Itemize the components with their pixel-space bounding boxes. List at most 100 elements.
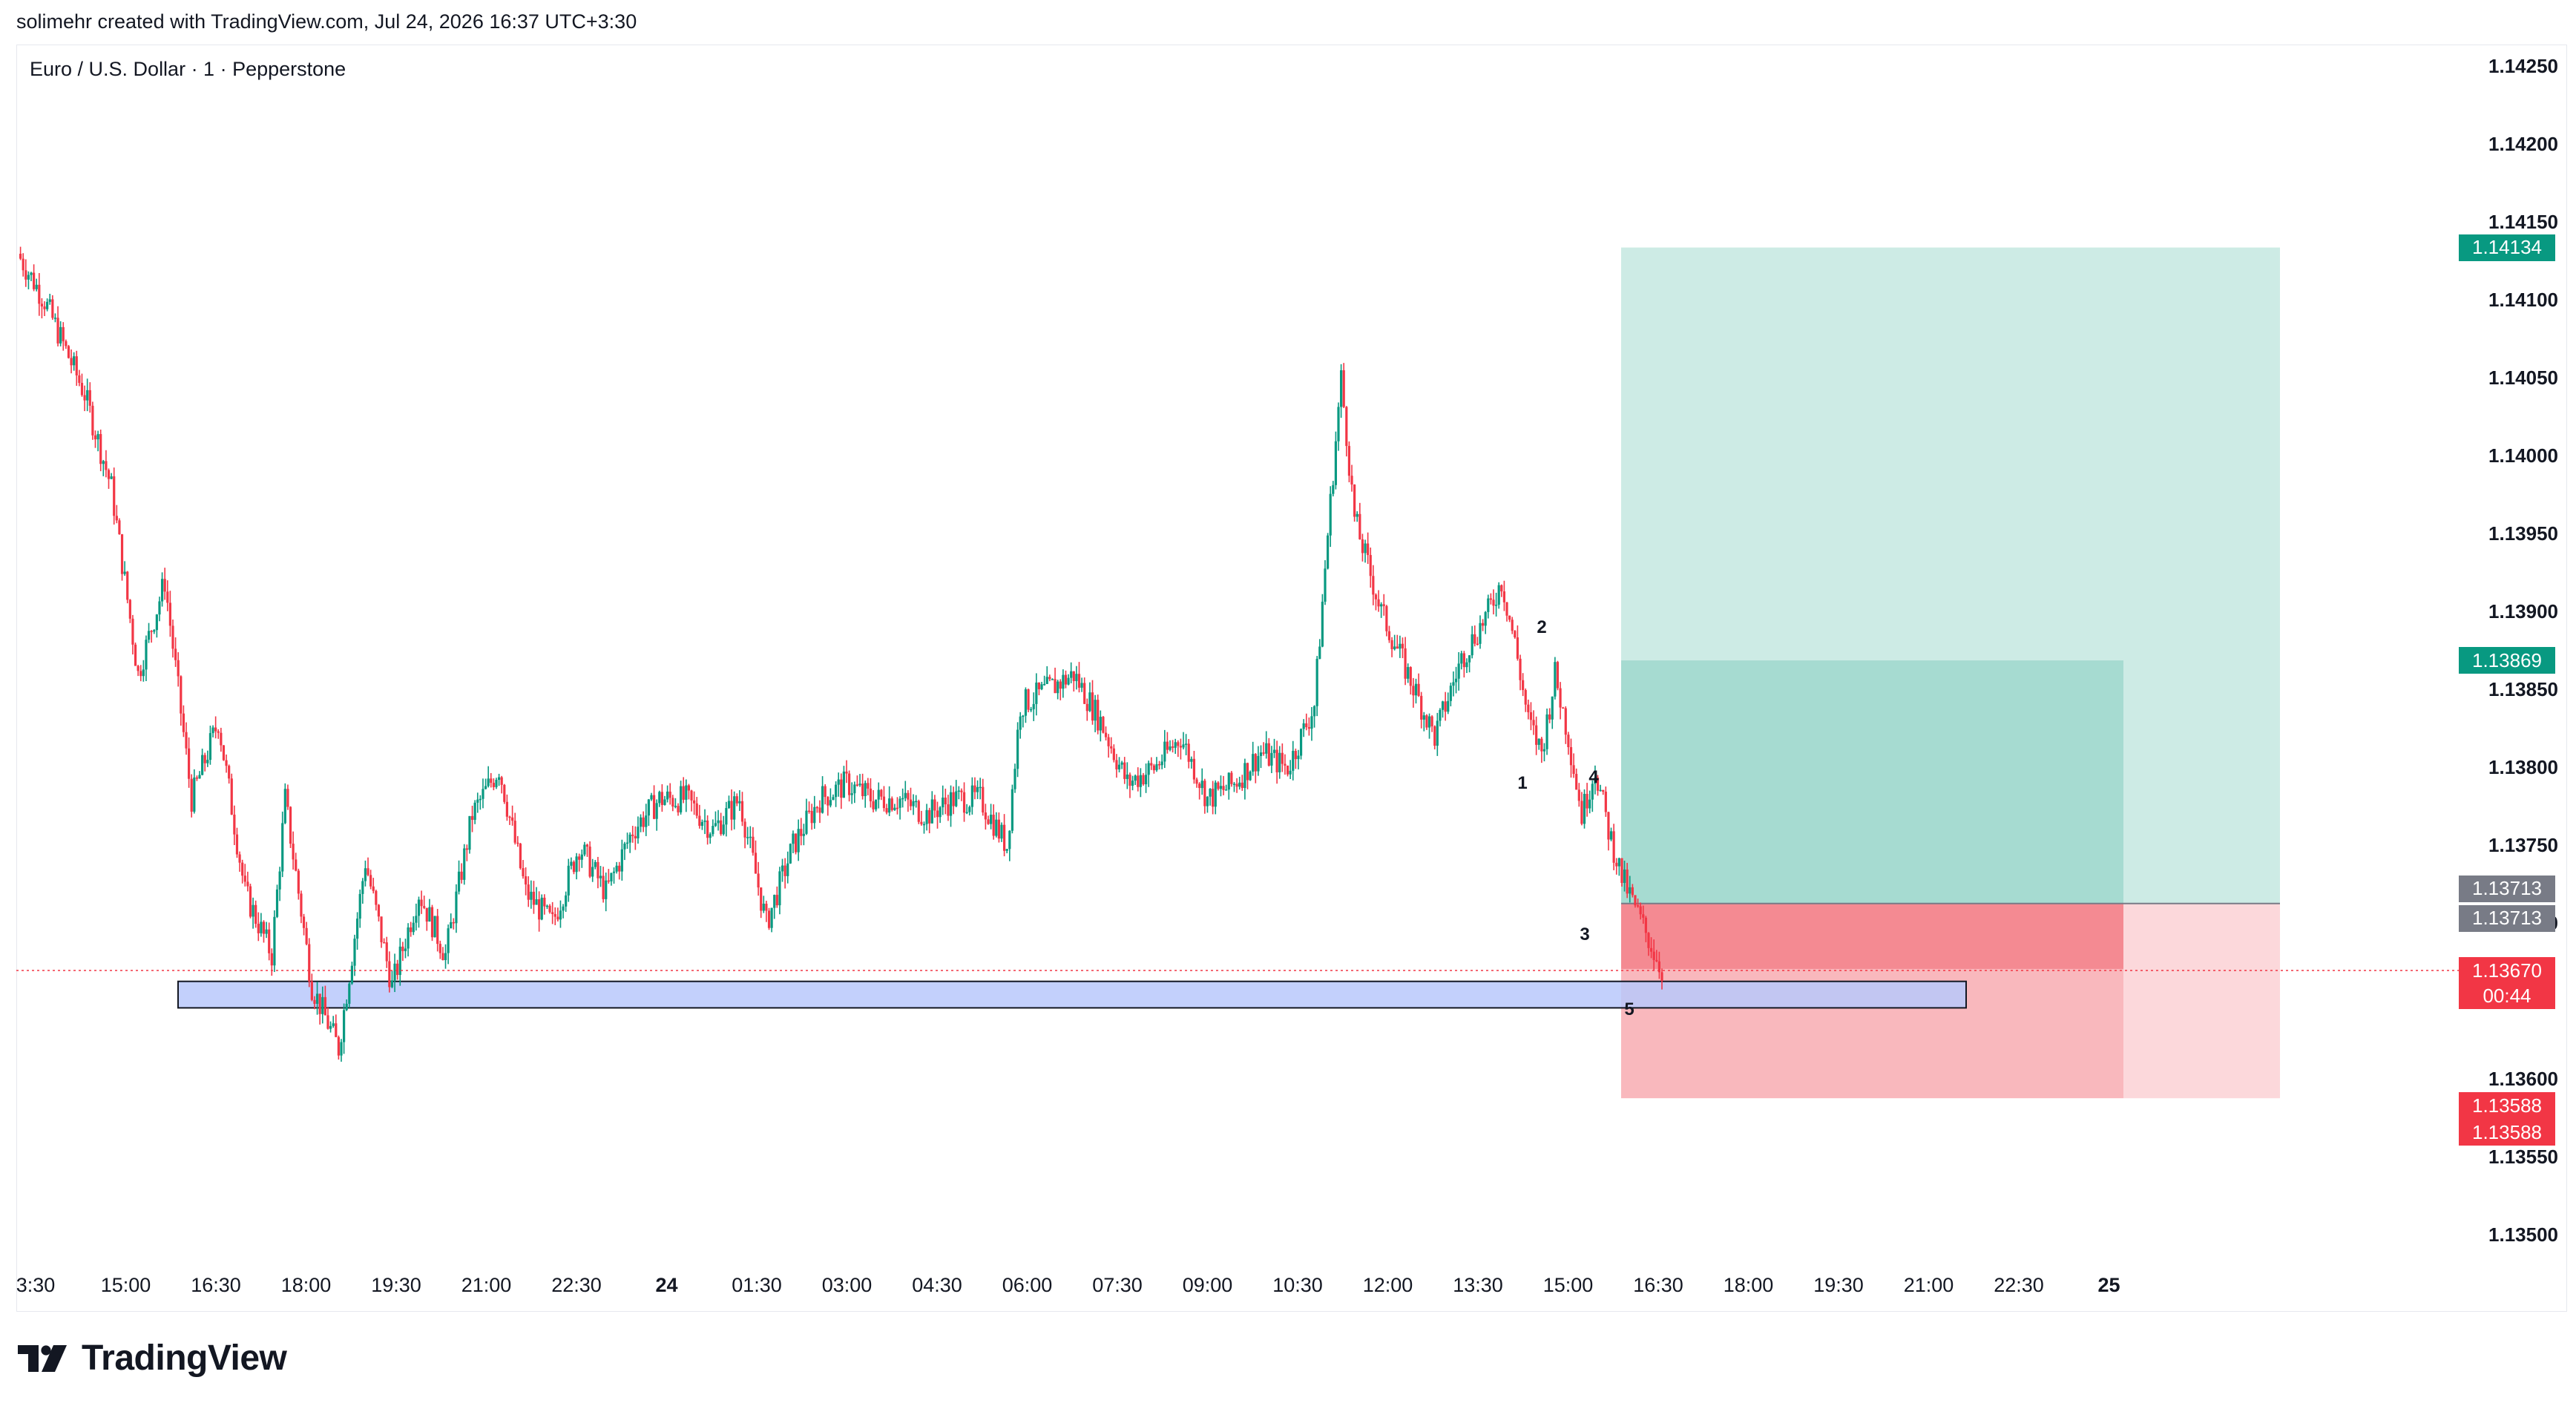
candle-body — [131, 618, 134, 645]
candle-body — [850, 793, 853, 795]
candle-body — [1647, 933, 1650, 948]
candle-body — [642, 817, 645, 827]
candle-body — [1575, 774, 1578, 790]
candle-body — [1583, 793, 1586, 824]
candle-body — [1195, 779, 1198, 784]
wave-label-4[interactable]: 4 — [1588, 766, 1599, 787]
tradingview-logo[interactable]: TradingView — [18, 1338, 287, 1379]
candle-body — [834, 784, 838, 798]
candle-body — [1088, 692, 1091, 712]
candle-body — [1000, 824, 1003, 839]
symbol-title[interactable]: Euro / U.S. Dollar · 1 · Pepperstone — [30, 58, 346, 80]
candle-body — [1436, 720, 1439, 746]
candle-body — [1166, 741, 1169, 750]
candle-body — [685, 785, 688, 800]
candle-body — [235, 834, 239, 855]
candle-body — [1075, 674, 1078, 681]
chart-frame[interactable] — [16, 45, 2567, 1312]
candle-body — [922, 824, 926, 826]
candle-body — [1537, 738, 1540, 745]
tradingview-brand: TradingView — [82, 1338, 287, 1378]
candle-body — [1126, 774, 1128, 779]
candle-body — [180, 676, 183, 714]
candle-body — [1235, 784, 1238, 787]
candle-body — [717, 820, 720, 824]
candle-body — [930, 799, 933, 824]
candle-body — [1377, 599, 1380, 607]
candle-body — [1091, 692, 1094, 721]
candle-body — [658, 792, 661, 804]
candle-body — [1067, 677, 1070, 685]
candle-body — [203, 755, 206, 763]
candle-body — [1572, 765, 1575, 775]
candle-body — [217, 731, 220, 733]
candle-body — [882, 796, 886, 809]
candle-body — [1399, 643, 1402, 649]
candle-body — [610, 873, 613, 881]
candle-body — [243, 876, 246, 882]
candle-body — [113, 476, 116, 516]
candle-body — [1265, 743, 1268, 754]
candle-body — [1631, 887, 1634, 896]
candle-body — [1212, 789, 1215, 807]
candle-body — [714, 823, 717, 827]
candle-body — [1299, 729, 1303, 756]
candle-body — [1294, 751, 1297, 760]
candle-body — [1051, 679, 1054, 680]
candle-body — [160, 579, 164, 602]
wave-label-1[interactable]: 1 — [1517, 773, 1528, 793]
candle-body — [1489, 598, 1492, 600]
candle-body — [674, 806, 677, 807]
candle-body — [1232, 784, 1236, 785]
candle-body — [585, 844, 589, 847]
candle-body — [168, 602, 171, 626]
candle-body — [1476, 643, 1479, 645]
price-axis-label: 1.14100 — [2488, 289, 2558, 311]
candle-body — [182, 713, 185, 732]
candle-body — [1206, 796, 1209, 807]
candle-body — [1340, 370, 1343, 407]
candle-body — [364, 868, 367, 881]
candle-body — [1604, 791, 1607, 812]
candle-body — [120, 534, 124, 574]
price-axis-label: 1.13950 — [2488, 522, 2558, 545]
candle-body — [597, 861, 599, 878]
candle-body — [703, 820, 706, 822]
candle-body — [1297, 755, 1300, 760]
wave-label-2[interactable]: 2 — [1537, 617, 1547, 637]
candle-body — [1516, 637, 1519, 659]
candle-body — [1152, 765, 1155, 771]
candle-body — [1634, 895, 1637, 906]
candle-body — [1192, 758, 1196, 780]
candle-body — [928, 809, 931, 824]
candle-body — [1382, 604, 1385, 606]
candle-body — [1057, 681, 1059, 694]
candle-body — [925, 809, 928, 824]
candle-body — [415, 916, 418, 923]
candle-body — [1409, 667, 1412, 686]
price-tag: 1.13713 — [2459, 875, 2555, 902]
time-axis-label: 18:00 — [1723, 1274, 1774, 1296]
time-axis-label: 15:00 — [1542, 1274, 1594, 1296]
candle-body — [410, 927, 413, 933]
candle-body — [1142, 775, 1145, 785]
candle-body — [476, 799, 479, 803]
candle-body — [516, 842, 519, 844]
candle-body — [193, 777, 196, 812]
candle-body — [652, 795, 656, 819]
candle-body — [289, 807, 292, 844]
candle-body — [663, 799, 666, 805]
candle-body — [898, 798, 901, 808]
candle-body — [473, 802, 476, 821]
candle-body — [123, 571, 126, 574]
candle-body — [1027, 689, 1030, 710]
candle-body — [297, 870, 300, 894]
last-price-tag: 1.13670 00:44 — [2459, 957, 2555, 1009]
candle-body — [142, 669, 145, 677]
candle-body — [543, 897, 546, 907]
candle-body — [1163, 741, 1166, 762]
wave-label-5[interactable]: 5 — [1624, 999, 1634, 1019]
candle-body — [1302, 723, 1305, 729]
wave-label-3[interactable]: 3 — [1580, 924, 1590, 945]
